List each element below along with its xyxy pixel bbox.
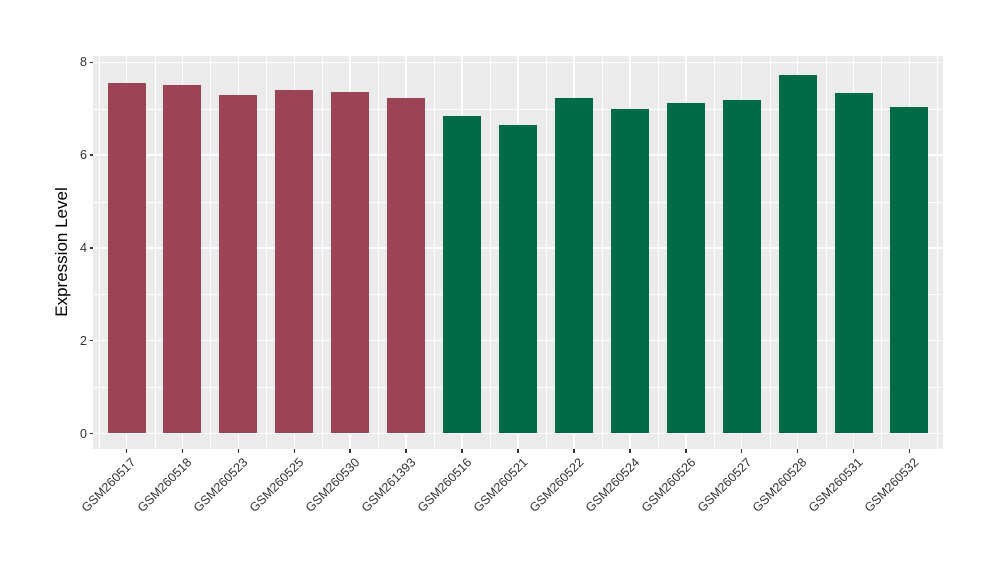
y-tick-mark-8 — [89, 61, 93, 64]
x-tick-label-GSM260530: GSM260530 — [302, 455, 363, 515]
x-tick-label-GSM260531: GSM260531 — [806, 455, 866, 515]
gridline-v-minor — [490, 56, 491, 449]
x-tick-mark-GSM260516 — [461, 449, 463, 453]
bar-GSM260522 — [554, 98, 593, 434]
bar-GSM260531 — [834, 93, 873, 434]
gridline-v-minor — [657, 56, 659, 449]
y-tick-label-4: 4 — [80, 240, 87, 255]
x-tick-label-GSM260525: GSM260525 — [246, 455, 307, 515]
y-axis-title: Expression Level — [52, 187, 71, 317]
y-tick-mark-4 — [89, 247, 93, 249]
gridline-v-minor — [98, 56, 100, 449]
x-tick-mark-GSM260517 — [125, 449, 128, 453]
gridline-v-minor — [769, 56, 771, 449]
y-tick-mark-2 — [89, 339, 93, 342]
bar-GSM260516 — [443, 116, 482, 434]
x-tick-mark-GSM260518 — [181, 449, 184, 453]
gridline-v-minor — [601, 56, 603, 449]
bar-GSM260532 — [890, 107, 929, 434]
x-tick-mark-GSM260530 — [349, 449, 351, 453]
bar-GSM260521 — [499, 124, 537, 434]
x-tick-label-GSM260516: GSM260516 — [414, 455, 475, 515]
y-tick-label-6: 6 — [80, 148, 87, 163]
gridline-v-minor — [210, 56, 212, 449]
gridline-v-minor — [434, 56, 435, 449]
x-tick-label-GSM260526: GSM260526 — [638, 455, 698, 515]
y-tick-mark-0 — [89, 432, 93, 435]
gridline-v-minor — [881, 56, 883, 449]
bar-GSM260517 — [107, 83, 146, 434]
plot-panel — [89, 56, 943, 453]
bar-GSM261393 — [387, 97, 426, 434]
gridline-v-minor — [713, 56, 715, 449]
x-tick-mark-GSM260524 — [629, 449, 631, 453]
x-tick-mark-GSM260521 — [517, 449, 519, 453]
gridline-v-minor — [154, 56, 156, 449]
x-tick-label-GSM260532: GSM260532 — [862, 455, 922, 515]
x-tick-label-GSM260527: GSM260527 — [694, 455, 754, 515]
bar-GSM260530 — [331, 92, 370, 434]
x-tick-label-GSM261393: GSM261393 — [358, 455, 419, 515]
x-tick-mark-GSM261393 — [405, 449, 407, 453]
y-tick-label-8: 8 — [80, 55, 87, 70]
y-tick-label-0: 0 — [80, 426, 87, 441]
gridline-v-minor — [322, 56, 324, 449]
x-tick-label-GSM260518: GSM260518 — [135, 455, 195, 515]
x-tick-mark-GSM260525 — [293, 449, 296, 453]
x-tick-label-GSM260522: GSM260522 — [526, 455, 587, 515]
bar-GSM260523 — [219, 95, 258, 434]
gridline-v-minor — [545, 56, 547, 449]
bar-GSM260525 — [275, 90, 314, 434]
bar-GSM260524 — [610, 109, 649, 434]
bar-GSM260518 — [163, 85, 202, 434]
x-tick-mark-GSM260532 — [908, 449, 911, 453]
x-tick-mark-GSM260522 — [573, 449, 575, 453]
x-tick-mark-GSM260528 — [796, 449, 799, 453]
gridline-v-minor — [937, 56, 939, 449]
y-tick-label-2: 2 — [80, 333, 87, 348]
gridline-v-minor — [378, 56, 379, 449]
bar-GSM260527 — [722, 99, 761, 434]
bar-GSM260528 — [778, 74, 817, 434]
y-tick-mark-6 — [89, 154, 93, 156]
x-tick-mark-GSM260531 — [852, 449, 855, 453]
x-tick-label-GSM260523: GSM260523 — [191, 455, 251, 515]
x-tick-label-GSM260521: GSM260521 — [470, 455, 531, 515]
x-tick-label-GSM260517: GSM260517 — [79, 455, 139, 515]
x-tick-mark-GSM260527 — [740, 449, 743, 453]
x-tick-label-GSM260528: GSM260528 — [750, 455, 810, 515]
x-tick-mark-GSM260526 — [685, 449, 687, 453]
x-tick-label-GSM260524: GSM260524 — [582, 455, 643, 515]
gridline-v-minor — [825, 56, 827, 449]
gridline-v-minor — [266, 56, 268, 449]
bar-GSM260526 — [666, 102, 705, 434]
x-tick-mark-GSM260523 — [237, 449, 240, 453]
